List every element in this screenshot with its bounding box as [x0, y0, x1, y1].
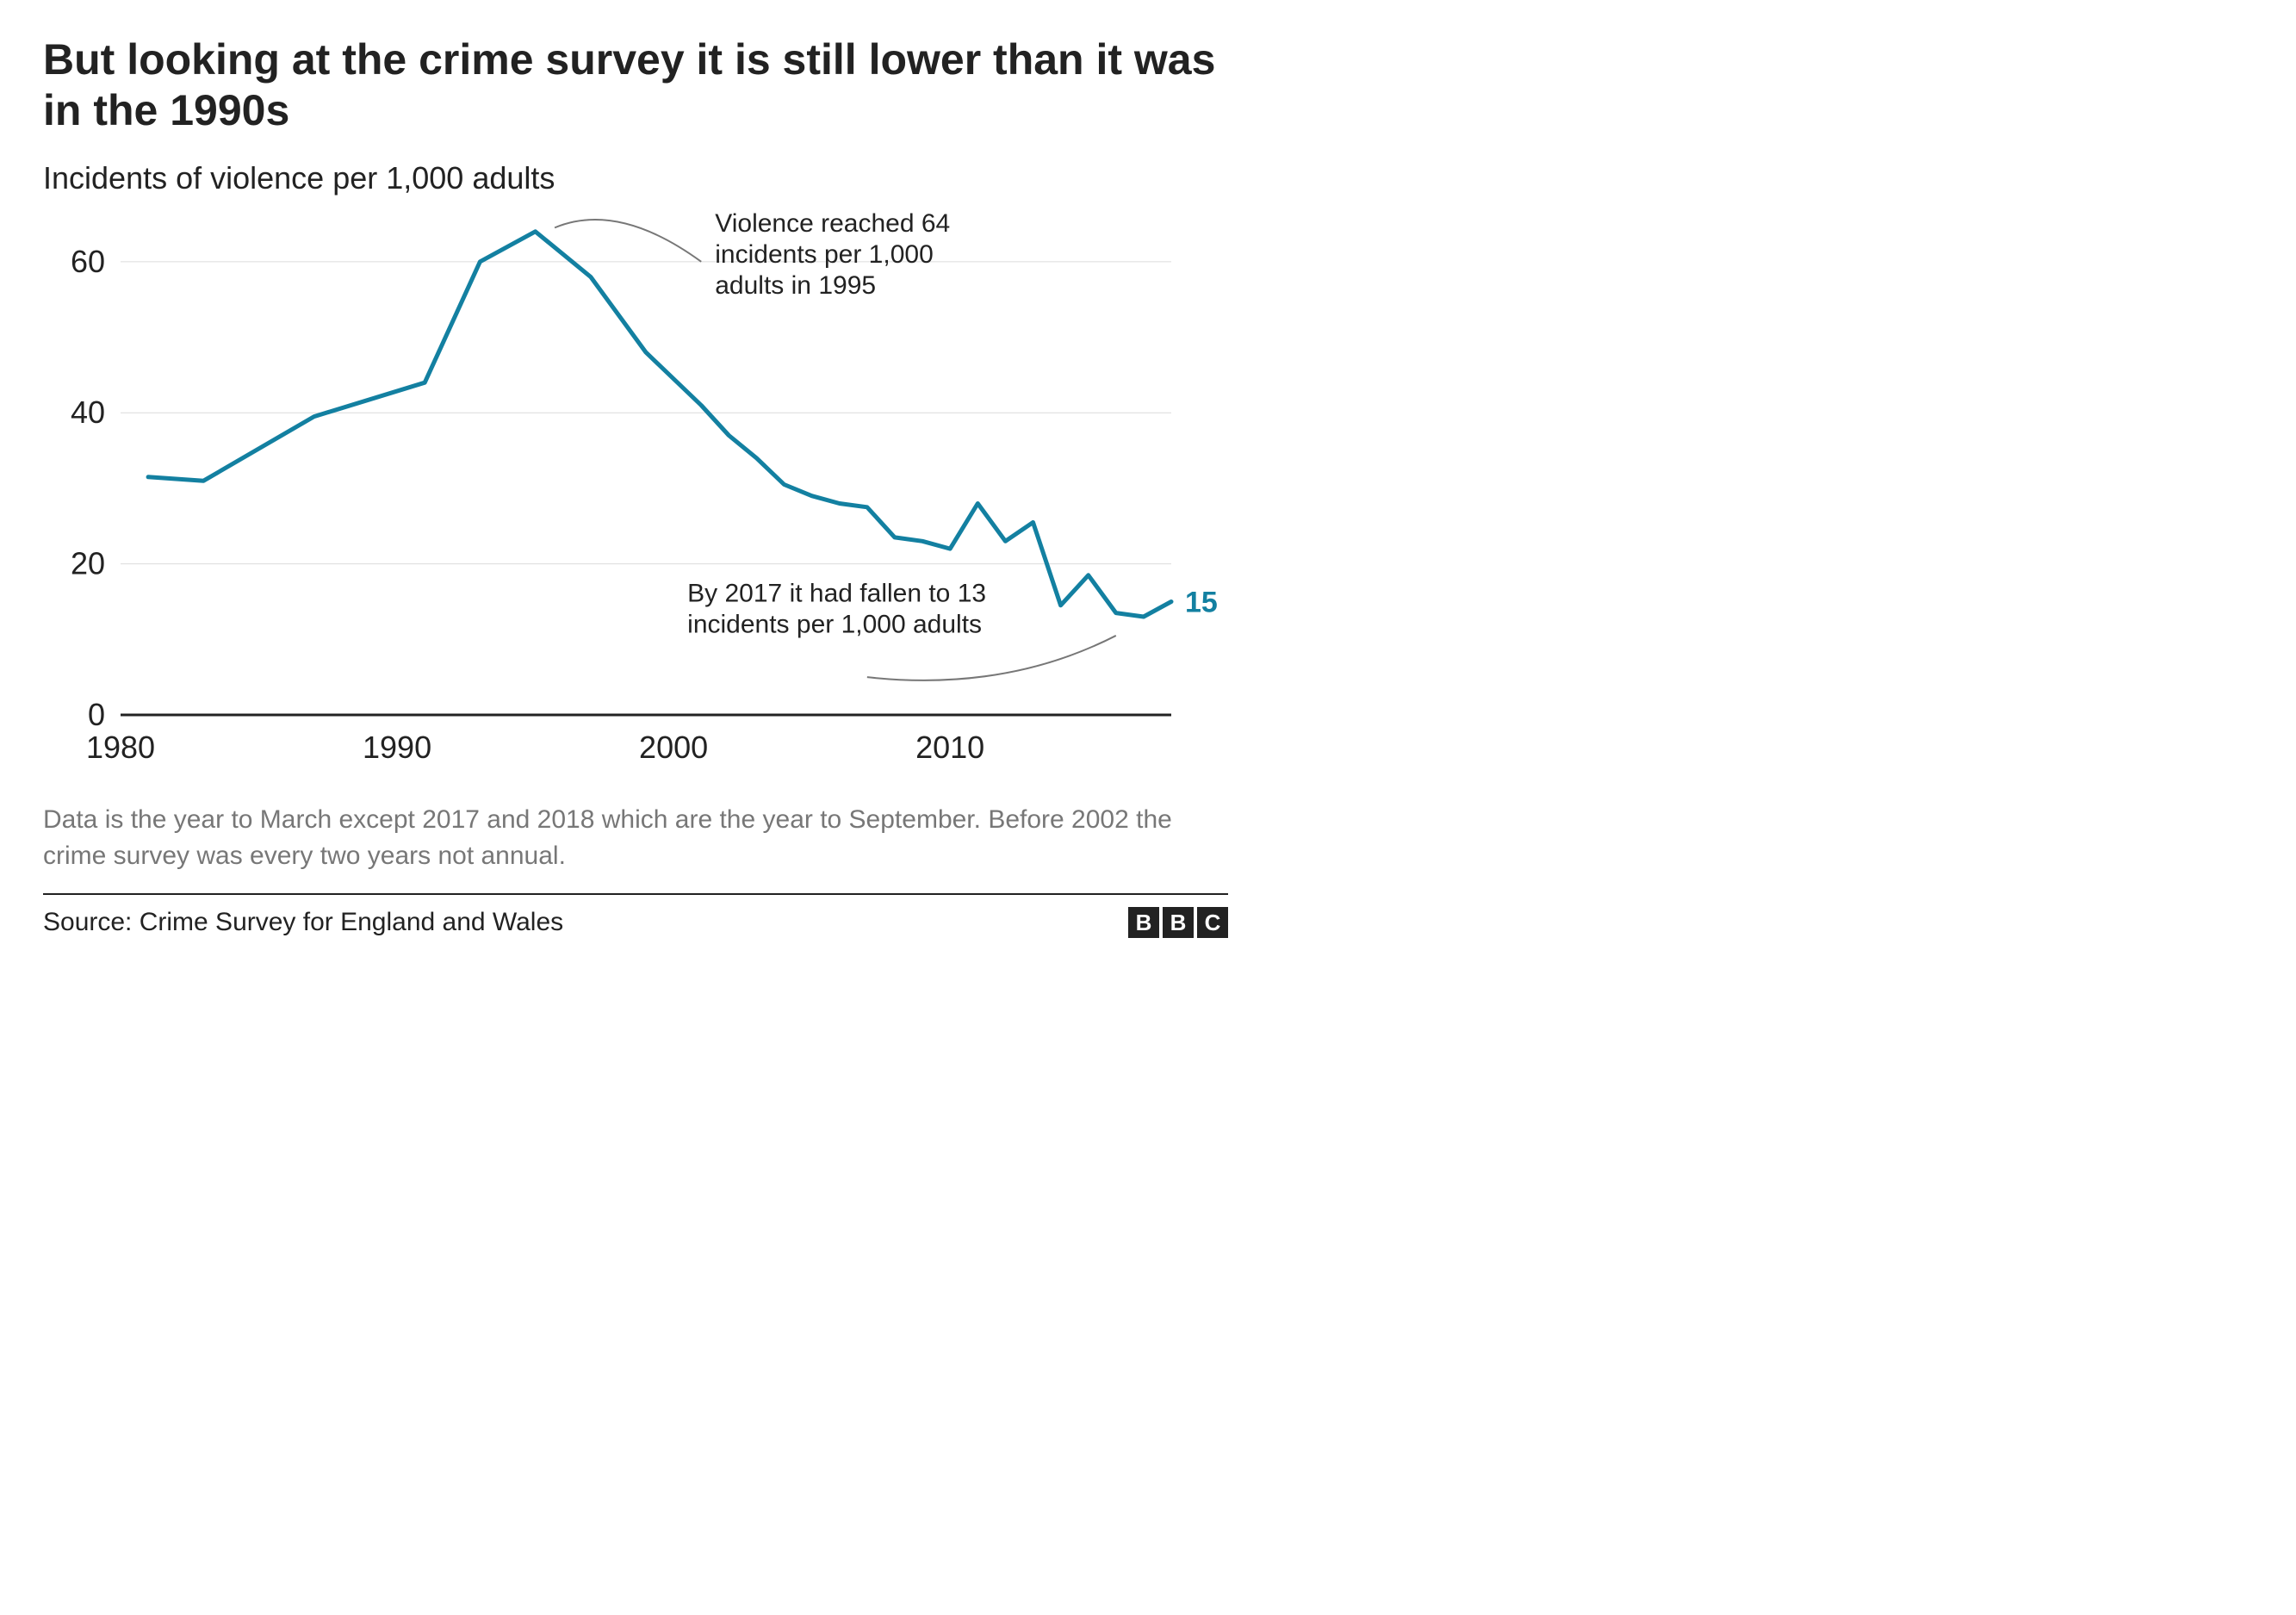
chart-subtitle: Incidents of violence per 1,000 adults: [43, 160, 1228, 196]
x-tick-label: 2010: [915, 730, 984, 765]
x-tick-label: 1980: [86, 730, 155, 765]
bbc-logo-letter: B: [1128, 907, 1159, 938]
y-tick-label: 0: [88, 697, 105, 732]
x-tick-label: 1990: [363, 730, 431, 765]
chart-svg: 0 20 40 60 1980 1990 2000 2010 15 Violence reache…: [43, 207, 1228, 792]
y-tick-label: 40: [71, 394, 105, 430]
source-bar: Source: Crime Survey for England and Wal…: [43, 893, 1228, 938]
annotation-text: By 2017 it had fallen to 13: [687, 579, 986, 607]
x-tick-label: 2000: [639, 730, 708, 765]
line-chart: 0 20 40 60 1980 1990 2000 2010 15 Violence reache…: [43, 207, 1228, 797]
data-line: [148, 232, 1171, 617]
annotation-text: incidents per 1,000 adults: [687, 610, 982, 638]
annotation-text: incidents per 1,000: [715, 240, 934, 269]
chart-title: But looking at the crime survey it is st…: [43, 34, 1228, 136]
annotation-text: adults in 1995: [715, 271, 876, 300]
y-tick-label: 60: [71, 244, 105, 279]
annotation-text: Violence reached 64: [715, 209, 950, 238]
chart-container: But looking at the crime survey it is st…: [0, 0, 1271, 964]
end-value-label: 15: [1185, 586, 1218, 618]
bbc-logo: B B C: [1128, 907, 1228, 938]
annotation-leader: [555, 220, 701, 262]
bbc-logo-letter: B: [1163, 907, 1194, 938]
source-text: Source: Crime Survey for England and Wal…: [43, 908, 563, 937]
annotation-leader: [867, 636, 1116, 680]
bbc-logo-letter: C: [1197, 907, 1228, 938]
chart-footnote: Data is the year to March except 2017 an…: [43, 802, 1228, 874]
y-tick-label: 20: [71, 546, 105, 581]
